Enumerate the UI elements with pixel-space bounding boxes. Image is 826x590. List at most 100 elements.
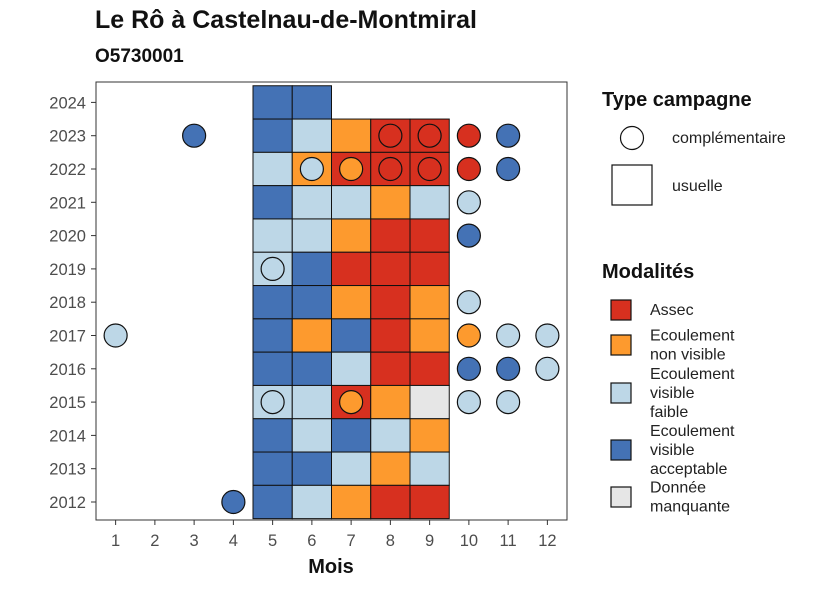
legend-label-shape: complémentaire	[672, 130, 786, 147]
tile-2017-7	[331, 318, 372, 353]
tile-2012-6	[291, 484, 332, 520]
x-tick-label: 8	[386, 532, 395, 550]
x-axis-title: Mois	[308, 556, 354, 578]
tile-2021-5	[252, 185, 293, 220]
tile-2013-9	[409, 451, 450, 486]
tile-2013-5	[252, 451, 293, 486]
point-2020-10	[456, 223, 481, 248]
y-tick-label: 2024	[49, 94, 86, 112]
x-tick-label: 12	[538, 532, 556, 550]
tile-2020-8	[370, 218, 411, 253]
legend-key-manquante	[610, 486, 632, 508]
point-2022-7	[339, 156, 364, 182]
point-2016-12	[535, 356, 560, 381]
y-tick-label: 2013	[49, 461, 86, 479]
tile-2023-5	[252, 118, 293, 153]
tile-2014-6	[291, 418, 332, 453]
point-2019-5	[260, 256, 285, 281]
legend-label-faible: faible	[650, 404, 688, 421]
tile-2020-6	[291, 218, 332, 253]
tile-2017-9	[409, 318, 450, 353]
point-2022-9	[417, 156, 442, 182]
tile-2014-9	[409, 418, 450, 453]
legend-key-circle	[619, 125, 645, 151]
tile-2016-8	[370, 351, 411, 386]
legend-title-shape: Type campagne	[602, 89, 752, 111]
point-2017-11	[496, 323, 521, 348]
legend-key-acceptable	[610, 439, 632, 461]
tile-2018-5	[252, 285, 293, 320]
tile-2016-7	[331, 351, 372, 386]
point-2022-6	[299, 156, 324, 182]
x-tick-label: 7	[347, 532, 356, 550]
tile-2017-6	[291, 318, 332, 353]
tile-2014-5	[252, 418, 293, 453]
legend-key-faible	[610, 382, 632, 404]
point-2023-8	[378, 123, 403, 148]
complementaire-points	[103, 123, 560, 515]
legend-label-manquante: Donnée	[650, 480, 706, 497]
legend-label-non_visible: non visible	[650, 347, 726, 364]
y-tick-label: 2012	[49, 494, 86, 512]
x-tick-label: 2	[150, 532, 159, 550]
tile-2021-7	[331, 185, 372, 220]
tile-2020-7	[331, 218, 372, 253]
tile-2018-6	[291, 285, 332, 320]
tile-2018-8	[370, 285, 411, 320]
tile-2024-6	[291, 85, 332, 120]
tile-2012-8	[370, 484, 411, 520]
point-2022-10	[456, 156, 481, 182]
tile-2017-8	[370, 318, 411, 353]
tile-2019-7	[331, 251, 372, 287]
tile-2024-5	[252, 85, 293, 120]
point-2012-4	[221, 489, 246, 515]
point-2023-11	[496, 123, 521, 148]
y-tick-label: 2016	[49, 361, 86, 379]
tile-2015-6	[291, 384, 332, 420]
point-2023-3	[182, 123, 207, 148]
point-2015-11	[496, 390, 521, 415]
y-tick-label: 2014	[49, 427, 86, 445]
tile-2016-9	[409, 351, 450, 386]
tile-2015-9	[409, 384, 450, 420]
x-tick-label: 4	[229, 532, 238, 550]
chart-subtitle: O5730001	[95, 46, 184, 67]
y-tick-label: 2023	[49, 128, 86, 146]
tile-2016-5	[252, 351, 293, 386]
y-axis: 2012 2013 2014 2015 2016 2017 2018 2019 2020 2021…	[49, 94, 96, 512]
tile-2012-7	[331, 484, 372, 520]
tile-2017-5	[252, 318, 293, 353]
tile-2023-7	[331, 118, 372, 153]
point-2017-10	[456, 323, 481, 348]
legend-label-faible: visible	[650, 385, 695, 402]
tile-2019-9	[409, 251, 450, 287]
x-tick-label: 6	[307, 532, 316, 550]
x-tick-label: 3	[190, 532, 199, 550]
chart-title: Le Rô à Castelnau-de-Montmiral	[95, 6, 477, 34]
legend-label-manquante: manquante	[650, 499, 730, 516]
tile-2012-9	[409, 484, 450, 520]
x-tick-label: 1	[111, 532, 120, 550]
x-tick-label: 11	[500, 532, 517, 550]
tile-2020-9	[409, 218, 450, 253]
legend-label-non_visible: Ecoulement	[650, 328, 735, 345]
tile-2014-8	[370, 418, 411, 453]
legend-label-assec: Assec	[650, 302, 694, 319]
tile-2015-8	[370, 384, 411, 420]
tile-2021-8	[370, 185, 411, 220]
point-2015-10	[456, 390, 481, 415]
x-axis: 1 2 3 4 5 6 7 8 9 10 11 12	[111, 520, 557, 550]
usuelle-tiles	[252, 85, 450, 520]
point-2016-11	[496, 356, 521, 381]
y-tick-label: 2022	[49, 161, 86, 179]
y-tick-label: 2019	[49, 261, 86, 279]
legend-label-faible: Ecoulement	[650, 366, 735, 383]
y-tick-label: 2020	[49, 228, 86, 246]
plot-panel-border	[95, 81, 568, 521]
point-2015-5	[260, 390, 285, 415]
legend-label-acceptable: acceptable	[650, 461, 727, 478]
x-tick-label: 5	[268, 532, 277, 550]
tile-2021-6	[291, 185, 332, 220]
point-2017-12	[535, 323, 560, 348]
